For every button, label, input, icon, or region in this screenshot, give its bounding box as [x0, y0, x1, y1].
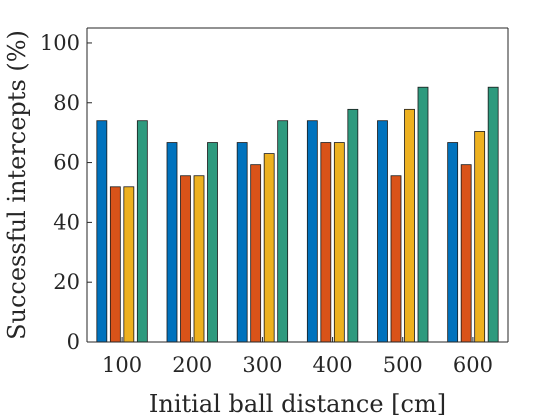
bar	[320, 142, 332, 343]
bar	[447, 142, 459, 343]
x-tick-label: 400	[313, 353, 353, 377]
axes-group	[86, 27, 509, 343]
x-tick-group: 100 200 300 400 500 600	[102, 337, 493, 377]
bar	[306, 120, 318, 343]
bars-group	[96, 86, 499, 343]
y-tick-label: 80	[53, 91, 80, 115]
bar	[390, 175, 402, 343]
bar	[236, 142, 248, 343]
x-tick-label: 200	[172, 353, 212, 377]
bar	[207, 142, 218, 343]
x-tick-label: 300	[242, 353, 282, 377]
x-tick-label: 500	[383, 353, 423, 377]
plot-area	[87, 28, 508, 342]
x-axis-label: Initial ball distance [cm]	[149, 390, 446, 418]
bar	[166, 142, 178, 343]
x-tick-label: 100	[102, 353, 142, 377]
bar	[404, 108, 415, 343]
y-tick-label: 40	[53, 210, 80, 234]
bar	[377, 120, 388, 343]
bar	[460, 164, 472, 343]
bar	[487, 86, 499, 343]
bar	[136, 120, 148, 343]
bar	[193, 175, 205, 343]
y-tick-label: 20	[53, 270, 80, 294]
bar	[333, 142, 345, 343]
bar	[277, 120, 289, 343]
bar	[180, 175, 191, 343]
bar	[96, 120, 108, 343]
y-tick-label: 100	[40, 31, 80, 55]
bar	[109, 186, 121, 343]
bar	[347, 108, 359, 343]
y-tick-label: 0	[67, 330, 80, 354]
y-tick-group: 0 20 40 60 80 100	[40, 31, 92, 354]
y-tick-label: 60	[53, 151, 80, 175]
y-axis-label: Successful intercepts (%)	[3, 30, 31, 340]
bar	[474, 131, 486, 343]
bar	[417, 86, 429, 343]
bar	[250, 164, 262, 343]
bar	[123, 186, 135, 343]
bar	[263, 153, 275, 343]
x-tick-label: 600	[453, 353, 493, 377]
